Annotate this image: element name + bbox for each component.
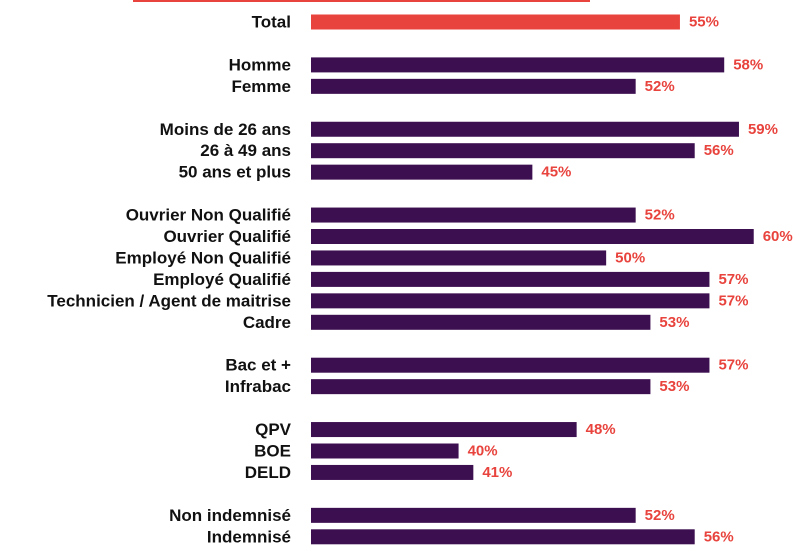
bar (311, 229, 754, 244)
category-label: 50 ans et plus (179, 163, 291, 182)
category-label: Technicien / Agent de maitrise (47, 291, 291, 310)
bar (311, 314, 651, 330)
value-label: 52% (645, 207, 675, 224)
bar (311, 250, 607, 266)
value-label: 57% (718, 271, 748, 288)
bar (311, 529, 695, 545)
value-label: 59% (748, 121, 778, 138)
category-label: Employé Non Qualifié (115, 248, 291, 267)
bar (311, 164, 533, 180)
category-label: Femme (231, 77, 291, 96)
value-label: 50% (615, 249, 645, 266)
value-label: 48% (586, 421, 616, 438)
value-label: 52% (645, 78, 675, 95)
value-label: 53% (659, 378, 689, 395)
value-label: 45% (541, 164, 571, 181)
category-label: Moins de 26 ans (160, 120, 291, 139)
value-label: 40% (468, 443, 498, 460)
bar (311, 464, 474, 480)
bar (311, 293, 710, 309)
category-label: Ouvrier Qualifié (163, 227, 291, 246)
value-label: 57% (718, 357, 748, 374)
value-label: 52% (645, 507, 675, 524)
bar (311, 271, 710, 287)
category-label: Bac et + (225, 356, 291, 375)
category-label: Homme (229, 55, 291, 74)
category-label: Total (252, 13, 291, 32)
category-label: Cadre (243, 313, 291, 332)
bar (311, 121, 739, 137)
category-label: 26 à 49 ans (200, 141, 291, 160)
category-label: Ouvrier Non Qualifié (126, 206, 291, 225)
bar (311, 379, 651, 395)
bar (311, 14, 680, 30)
category-label: Employé Qualifié (153, 270, 291, 289)
category-label: Indemnisé (207, 527, 291, 545)
bar (311, 422, 577, 438)
value-label: 41% (482, 464, 512, 481)
value-label: 58% (733, 56, 763, 73)
category-label: Infrabac (225, 377, 291, 396)
bar (311, 57, 725, 73)
value-label: 56% (704, 528, 734, 545)
value-label: 57% (718, 292, 748, 309)
category-label: Non indemnisé (169, 506, 291, 525)
bar (311, 78, 636, 94)
value-label: 53% (659, 314, 689, 331)
bar (311, 357, 710, 373)
value-label: 60% (763, 228, 793, 245)
bar (311, 507, 636, 523)
bar (311, 143, 695, 159)
category-label: QPV (255, 420, 292, 439)
category-label: DELD (245, 463, 291, 482)
category-label: BOE (254, 442, 291, 461)
value-label: 56% (704, 142, 734, 159)
value-label: 55% (689, 14, 719, 31)
bar (311, 443, 459, 459)
bar (311, 207, 636, 223)
